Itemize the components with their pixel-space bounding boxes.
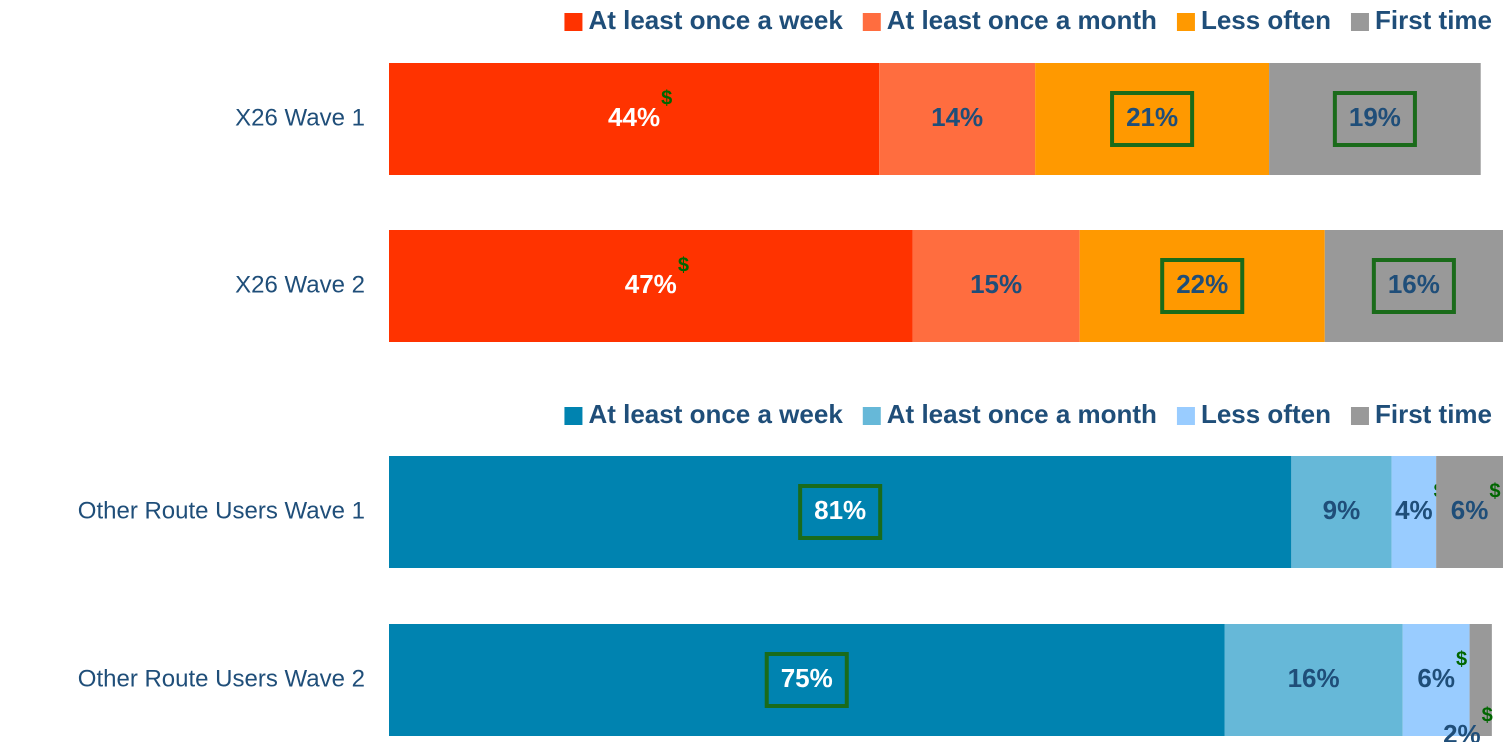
legend: At least once a week At least once a mont… — [564, 5, 1492, 35]
data-label: 15% — [970, 269, 1022, 299]
bar-segment — [389, 456, 1292, 568]
data-label: 19% — [1349, 102, 1401, 132]
legend-label: At least once a week — [588, 5, 843, 35]
significance-marker: $ — [661, 87, 672, 109]
data-label: 81% — [814, 495, 866, 525]
bar-segment — [1402, 624, 1470, 736]
legend-label: First time — [1375, 399, 1492, 429]
category-label: X26 Wave 2 — [235, 271, 365, 298]
bar-segment — [1324, 230, 1503, 342]
legend-label: Less often — [1201, 5, 1331, 35]
legend-label: At least once a month — [887, 399, 1157, 429]
bar-segment — [1291, 456, 1392, 568]
legend-swatch — [862, 407, 881, 425]
data-label: 47% — [625, 269, 677, 299]
significance-marker: $ — [678, 254, 689, 276]
highlight-box — [1160, 258, 1245, 314]
highlight-box — [1110, 91, 1195, 147]
legend-swatch — [1350, 13, 1369, 31]
category-label: Other Route Users Wave 2 — [78, 665, 365, 692]
bar-segment — [1035, 63, 1270, 175]
data-label: 9% — [1323, 495, 1361, 525]
bar-segment — [912, 230, 1080, 342]
highlight-box — [798, 484, 883, 540]
category-label: X26 Wave 1 — [235, 104, 365, 131]
category-label: Other Route Users Wave 1 — [78, 497, 365, 524]
data-label: 4% — [1395, 495, 1433, 525]
data-label: 14% — [931, 102, 983, 132]
highlight-box — [1332, 91, 1417, 147]
legend: At least once a week At least once a mont… — [564, 399, 1492, 429]
bar-segment — [1391, 456, 1437, 568]
legend-swatch — [862, 13, 881, 31]
bar-segment — [389, 63, 880, 175]
significance-marker: $ — [1456, 648, 1467, 670]
bar-segment — [1079, 230, 1325, 342]
data-label: 16% — [1388, 269, 1440, 299]
highlight-box — [1371, 258, 1456, 314]
legend-swatch — [564, 13, 583, 31]
legend-label: First time — [1375, 5, 1492, 35]
bar-segment — [1436, 456, 1503, 568]
data-label: 6% — [1451, 495, 1489, 525]
data-label: 2% — [1443, 719, 1481, 742]
bar-segment — [389, 624, 1225, 736]
bar-segment — [879, 63, 1036, 175]
legend-swatch — [564, 407, 583, 425]
legend-label: Less often — [1201, 399, 1331, 429]
legend-swatch — [1176, 13, 1195, 31]
legend-swatch — [1350, 407, 1369, 425]
bar-segment — [389, 230, 913, 342]
legend-label: At least once a month — [887, 5, 1157, 35]
bar-segment — [1269, 63, 1481, 175]
data-label: 44% — [608, 102, 660, 132]
data-label: 75% — [781, 663, 833, 693]
significance-marker: $ — [1482, 704, 1493, 726]
legend-swatch — [1176, 407, 1195, 425]
data-label: 16% — [1288, 663, 1340, 693]
data-label: 22% — [1176, 269, 1228, 299]
highlight-box — [764, 652, 849, 708]
significance-marker: $ — [1489, 480, 1500, 502]
legend-label: At least once a week — [588, 399, 843, 429]
data-label: 6% — [1417, 663, 1455, 693]
bar-segment — [1469, 624, 1492, 736]
bar-segment — [1224, 624, 1403, 736]
data-label: 21% — [1126, 102, 1178, 132]
